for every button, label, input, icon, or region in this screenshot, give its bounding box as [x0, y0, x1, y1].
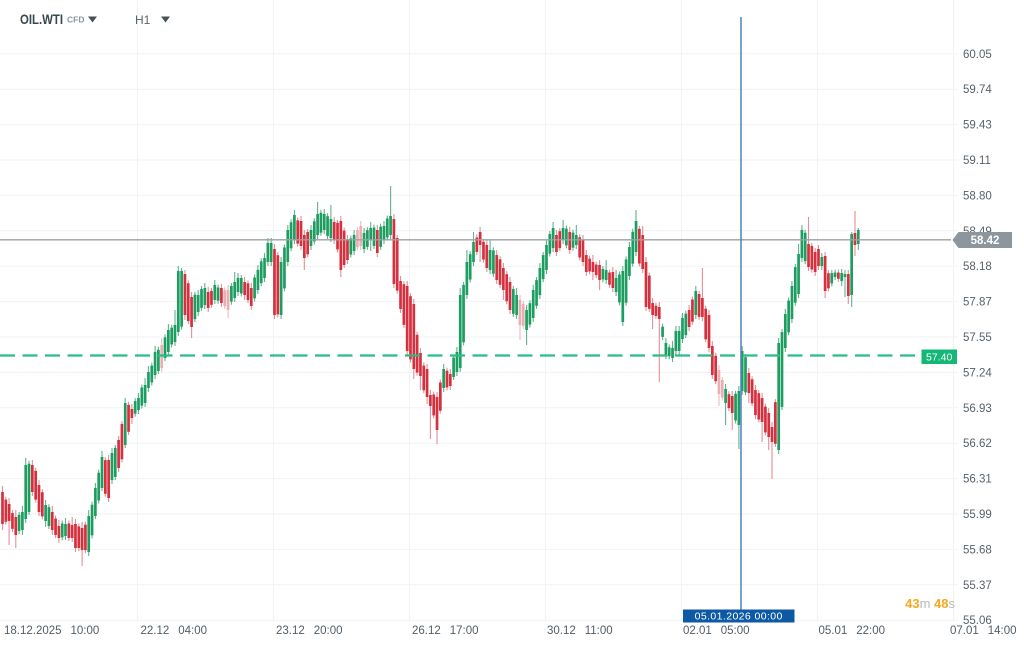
svg-text:30.12 11:00: 30.12 11:00 — [547, 625, 613, 637]
svg-text:55.68: 55.68 — [963, 544, 992, 556]
svg-text:H1: H1 — [135, 13, 151, 27]
svg-text:56.31: 56.31 — [963, 474, 992, 486]
svg-text:59.11: 59.11 — [963, 155, 991, 167]
svg-text:02.01 05:00: 02.01 05:00 — [683, 625, 750, 637]
svg-text:57.24: 57.24 — [963, 367, 992, 379]
svg-text:07.01 14:00: 07.01 14:00 — [950, 625, 1017, 637]
svg-text:60.05: 60.05 — [963, 49, 992, 61]
svg-text:43m 48s: 43m 48s — [905, 596, 955, 611]
svg-text:55.37: 55.37 — [963, 580, 992, 592]
svg-text:OIL.WTI: OIL.WTI — [20, 12, 63, 27]
svg-text:56.62: 56.62 — [963, 438, 992, 450]
svg-text:05.01.2026 00:00: 05.01.2026 00:00 — [695, 611, 783, 623]
svg-text:58.80: 58.80 — [963, 190, 992, 202]
svg-text:22.12 04:00: 22.12 04:00 — [141, 625, 208, 637]
svg-text:59.43: 59.43 — [963, 120, 992, 132]
svg-text:57.55: 57.55 — [963, 332, 992, 344]
svg-text:05.01 22:00: 05.01 22:00 — [819, 625, 886, 637]
svg-text:CFD: CFD — [67, 15, 84, 25]
svg-text:57.40: 57.40 — [926, 351, 952, 363]
svg-text:55.99: 55.99 — [963, 509, 992, 521]
svg-text:23.12 20:00: 23.12 20:00 — [276, 625, 343, 637]
svg-text:55.06: 55.06 — [963, 615, 992, 627]
svg-text:26.12 17:00: 26.12 17:00 — [412, 625, 479, 637]
svg-text:18.12.2025 10:00: 18.12.2025 10:00 — [4, 625, 99, 637]
svg-text:58.42: 58.42 — [971, 235, 1000, 247]
svg-text:56.93: 56.93 — [963, 403, 992, 415]
svg-text:59.74: 59.74 — [963, 84, 992, 96]
svg-text:58.18: 58.18 — [963, 261, 992, 273]
svg-text:57.87: 57.87 — [963, 297, 992, 309]
